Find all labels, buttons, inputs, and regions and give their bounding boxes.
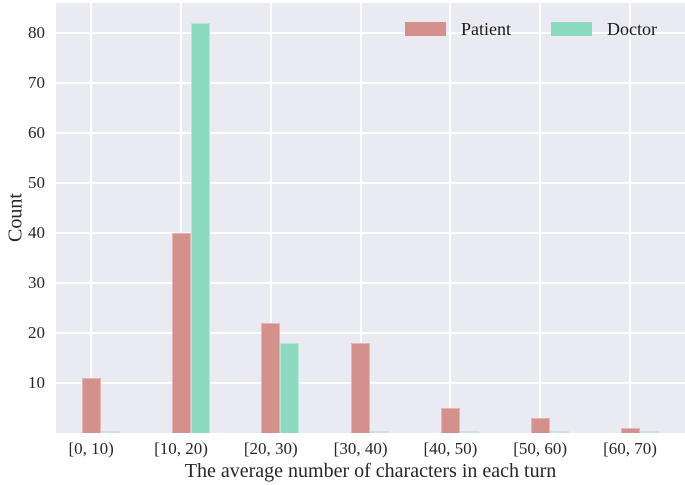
legend-label-doctor: Doctor	[607, 19, 657, 39]
y-tick-label: 80	[28, 23, 45, 42]
legend-item-doctor: Doctor	[551, 19, 657, 39]
bar-patient-0	[81, 378, 101, 433]
vertical-gridline	[180, 3, 182, 433]
x-tick-label: [20, 30)	[243, 439, 298, 458]
vertical-gridline	[90, 3, 93, 433]
bar-patient-6	[620, 428, 640, 433]
bar-doctor-1	[190, 23, 210, 433]
y-tick-label: 70	[28, 73, 45, 92]
bar-doctor-3	[370, 431, 390, 433]
x-tick-label: [40, 50)	[423, 439, 478, 458]
horizontal-gridline	[56, 32, 685, 34]
legend-swatch-patient	[405, 22, 446, 36]
legend-label-patient: Patient	[461, 19, 511, 39]
plot-area: Patient Doctor	[56, 3, 685, 433]
x-tick-label: [10, 20)	[154, 439, 208, 458]
x-axis-title: The average number of characters in each…	[184, 460, 557, 482]
bar-doctor-5	[549, 431, 569, 433]
y-tick-label: 30	[28, 273, 45, 292]
horizontal-gridline	[56, 282, 685, 284]
vertical-gridline	[269, 3, 272, 433]
y-tick-label: 40	[28, 223, 45, 242]
x-tick-label: [30, 40)	[333, 439, 388, 458]
legend-swatch-doctor	[551, 22, 592, 36]
bar-doctor-0	[100, 431, 120, 433]
bar-patient-3	[351, 343, 371, 433]
x-axis-tick-labels: [0, 10) [10, 20) [20, 30) [30, 40) [40, 50) […	[56, 438, 685, 459]
bar-doctor-6	[639, 431, 659, 433]
x-tick-label: [50, 60)	[513, 439, 568, 458]
vertical-gridline	[449, 3, 452, 433]
bar-patient-2	[261, 323, 281, 433]
horizontal-gridline	[56, 332, 685, 334]
y-tick-label: 50	[28, 173, 45, 192]
bar-doctor-2	[280, 343, 300, 433]
x-tick-label: [60, 70)	[603, 439, 657, 458]
vertical-gridline	[629, 3, 631, 433]
x-tick-label: [0, 10)	[68, 439, 114, 458]
vertical-gridline	[539, 3, 542, 433]
horizontal-gridline	[56, 382, 685, 384]
vertical-gridline	[359, 3, 362, 433]
bar-patient-4	[440, 408, 460, 433]
bar-patient-5	[530, 418, 550, 433]
horizontal-gridline	[56, 132, 685, 134]
horizontal-gridline	[56, 182, 685, 184]
bar-patient-1	[171, 233, 191, 433]
y-tick-label: 60	[28, 123, 45, 142]
y-axis-tick-labels: 10 20 30 40 50 60 70 80	[0, 3, 48, 433]
horizontal-gridline	[56, 232, 685, 234]
legend-item-patient: Patient	[405, 19, 511, 39]
y-tick-label: 10	[28, 373, 45, 392]
horizontal-gridline	[56, 82, 685, 84]
bar-doctor-4	[459, 431, 479, 433]
legend: Patient Doctor	[405, 19, 657, 39]
y-tick-label: 20	[28, 323, 45, 342]
